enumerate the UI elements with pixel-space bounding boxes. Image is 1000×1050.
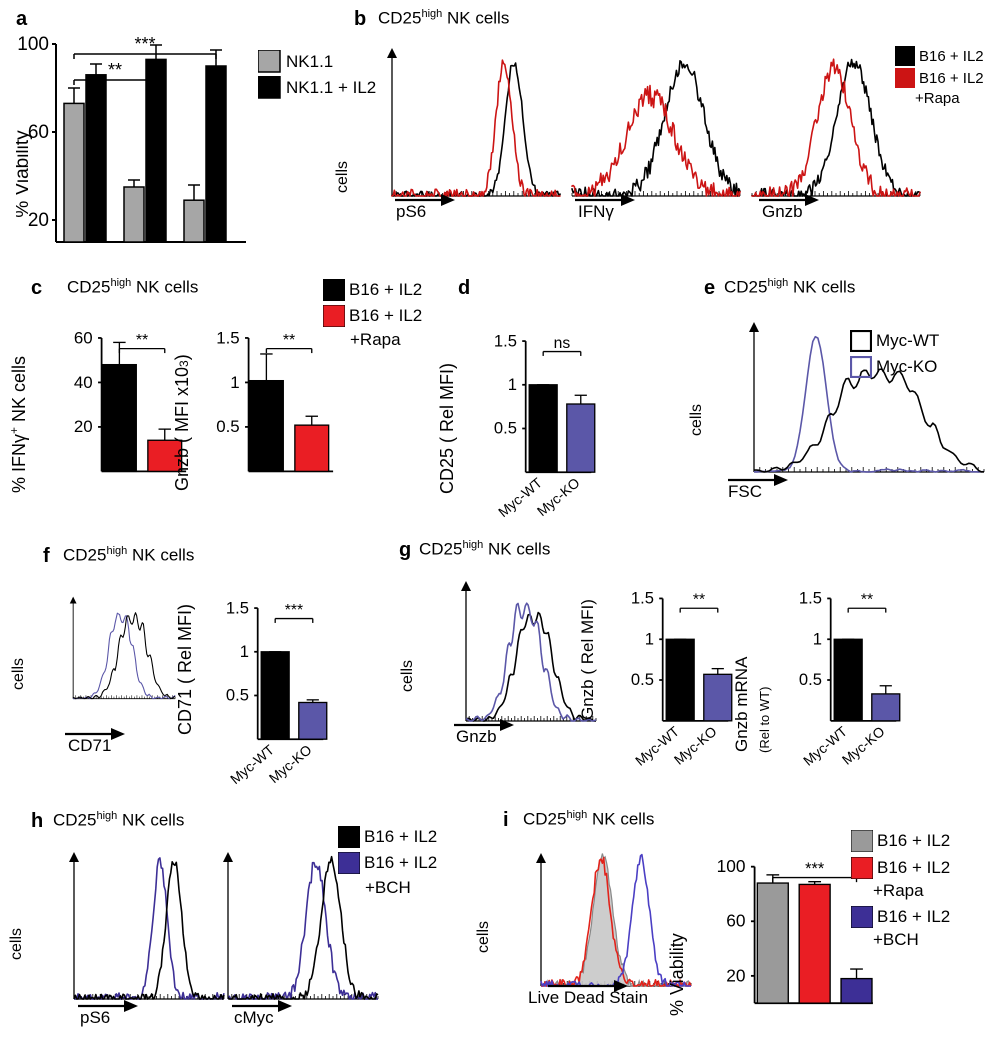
svg-text:1.5: 1.5 <box>631 589 654 608</box>
svg-text:1: 1 <box>508 375 517 394</box>
svg-text:Myc-WT: Myc-WT <box>800 723 850 769</box>
svg-text:Myc-KO: Myc-KO <box>266 741 315 786</box>
svg-text:0.5: 0.5 <box>631 670 654 689</box>
svg-text:**: ** <box>693 592 705 609</box>
svg-text:***: *** <box>134 34 155 54</box>
svg-text:1.5: 1.5 <box>799 589 822 608</box>
svg-text:***: *** <box>805 860 825 878</box>
svg-text:1: 1 <box>240 642 249 661</box>
svg-text:0.5: 0.5 <box>226 686 249 705</box>
svg-text:100: 100 <box>17 34 49 55</box>
svg-text:Myc-WT: Myc-WT <box>495 474 545 520</box>
svg-text:Myc-KO: Myc-KO <box>839 723 888 768</box>
svg-text:20: 20 <box>726 965 745 985</box>
svg-text:40: 40 <box>74 373 93 392</box>
svg-text:1.5: 1.5 <box>226 598 249 617</box>
svg-text:Myc-WT: Myc-WT <box>632 723 682 769</box>
svg-text:**: ** <box>283 332 295 349</box>
svg-text:Myc-KO: Myc-KO <box>671 723 720 768</box>
svg-text:60: 60 <box>74 328 93 347</box>
svg-text:***: *** <box>285 602 303 619</box>
svg-text:1.5: 1.5 <box>216 328 239 347</box>
svg-text:0.5: 0.5 <box>494 419 517 438</box>
svg-text:**: ** <box>108 60 122 80</box>
svg-text:0.5: 0.5 <box>216 417 239 436</box>
svg-text:20: 20 <box>74 417 93 436</box>
svg-text:1: 1 <box>645 630 654 649</box>
svg-text:1: 1 <box>230 373 239 392</box>
svg-text:1: 1 <box>813 630 822 649</box>
svg-text:**: ** <box>136 332 148 349</box>
svg-text:ns: ns <box>554 335 571 352</box>
svg-text:% Viability: % Viability <box>16 130 33 218</box>
svg-text:100: 100 <box>717 856 746 876</box>
svg-text:Myc-WT: Myc-WT <box>227 741 277 787</box>
svg-text:**: ** <box>861 592 873 609</box>
svg-text:Myc-KO: Myc-KO <box>534 474 583 519</box>
svg-text:0.5: 0.5 <box>799 670 822 689</box>
svg-text:60: 60 <box>726 911 745 931</box>
svg-text:1.5: 1.5 <box>494 331 517 350</box>
